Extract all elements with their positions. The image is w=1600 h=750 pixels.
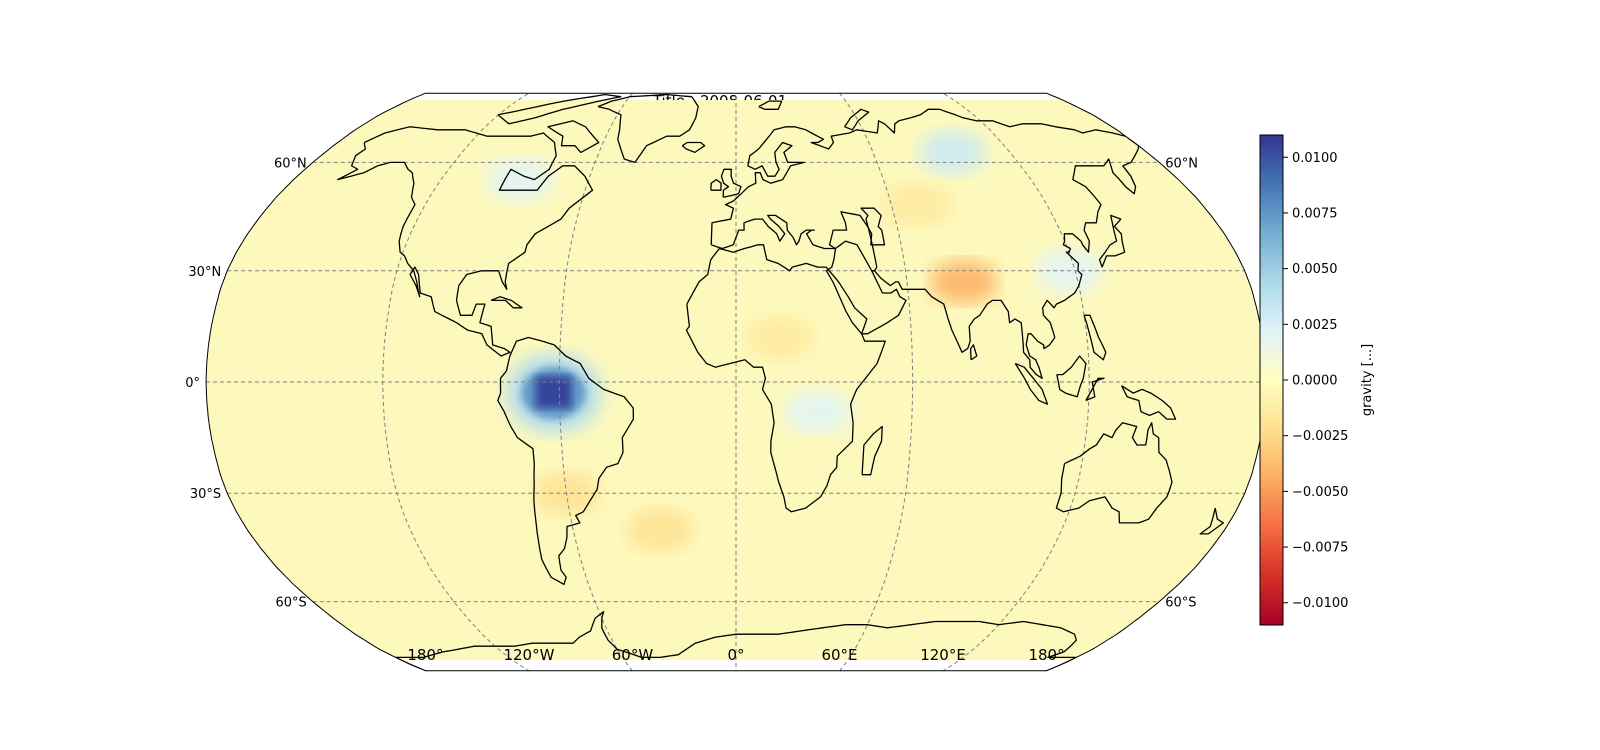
coastline-sumatra: [1014, 362, 1049, 405]
meridian-line: [558, 93, 643, 671]
gridlines: [206, 93, 1266, 671]
colorbar-tick-label: −0.0050: [1292, 485, 1348, 500]
lat-labels-left: 60°N 30°N 0° 30°S 60°S: [185, 156, 307, 610]
coastline-arctic-archipelago: [497, 93, 622, 125]
coastline-novaya-zemlya: [844, 108, 870, 131]
lon-label: 180°: [407, 646, 443, 664]
colorbar-tick-label: 0.0050: [1292, 262, 1338, 277]
anomaly-blob: [626, 508, 695, 553]
coastline-australia: [1055, 422, 1173, 524]
colorbar-bar: [1259, 134, 1284, 626]
coastline-iceland: [681, 141, 706, 154]
lat-label-left: 30°N: [188, 265, 221, 280]
anomaly-blob: [745, 315, 814, 360]
coastline-great-britain: [720, 168, 742, 198]
lon-label: 180°: [1028, 646, 1064, 664]
lat-label-left: 30°S: [190, 487, 221, 502]
coastline-svalbard: [758, 100, 783, 110]
anomaly-blob: [929, 259, 998, 304]
colorbar-tick-label: −0.0025: [1292, 429, 1348, 444]
map-area: [206, 93, 1266, 671]
coastline-borneo: [1056, 355, 1087, 398]
colorbar-tick-label: 0.0075: [1292, 206, 1338, 221]
coastline-south-america: [497, 336, 635, 586]
anomaly-blob: [883, 182, 952, 227]
coastline-eurasia-north: [710, 108, 1140, 379]
colorbar-ticks: 0.0100 0.0075 0.0050 0.0025 0.0000 −0.0025 −0.…: [1283, 151, 1348, 611]
coastline-madagascar: [861, 425, 883, 476]
anomaly-blob: [485, 157, 554, 202]
coastline-sulawesi: [1085, 377, 1105, 402]
lat-label-right: 60°N: [1165, 156, 1198, 171]
lon-labels: 180° 120°W 60°W 0° 60°E 120°E 180°: [407, 646, 1064, 664]
colorbar: 0.0100 0.0075 0.0050 0.0025 0.0000 −0.0025 −0.…: [1259, 134, 1375, 626]
lon-label: 60°W: [612, 646, 654, 664]
coastline-greenland: [597, 93, 699, 164]
coastline-japan: [1098, 214, 1126, 268]
lon-label: 0°: [727, 646, 744, 664]
meridian-line: [829, 93, 914, 671]
coastline-baffin: [547, 120, 600, 154]
anomaly-core: [535, 376, 572, 409]
lat-label-left: 0°: [185, 376, 200, 391]
coastline-cuba: [490, 296, 523, 309]
anomaly-blob: [784, 389, 853, 434]
coastline-sri-lanka: [969, 344, 978, 361]
colorbar-tick-label: −0.0100: [1292, 596, 1348, 611]
coastline-new-zealand: [1199, 507, 1225, 535]
colorbar-tick-label: 0.0000: [1292, 374, 1338, 389]
colorbar-tick-label: −0.0075: [1292, 541, 1348, 556]
lat-labels-right: 60°N 60°S: [1165, 156, 1198, 610]
coastline-ireland: [710, 178, 722, 191]
meridian-line: [382, 93, 549, 671]
colorbar-label: gravity [...]: [1360, 344, 1375, 416]
coastline-philippines: [1083, 314, 1107, 361]
meridian-line: [923, 93, 1090, 671]
lon-label: 120°E: [920, 646, 966, 664]
coastline-antarctica: [395, 610, 1077, 671]
lon-label: 60°E: [821, 646, 857, 664]
colorbar-tick-label: 0.0100: [1292, 151, 1338, 166]
lat-label-left: 60°S: [275, 596, 306, 611]
lat-label-left: 60°N: [274, 156, 307, 171]
ocean-background: [206, 100, 1260, 660]
coastline-afro-eurasia: [685, 207, 907, 513]
colorbar-tick-label: 0.0025: [1292, 318, 1338, 333]
coastline-new-guinea: [1121, 385, 1177, 420]
lat-label-right: 60°S: [1165, 596, 1196, 611]
coastline-north-america: [337, 126, 594, 357]
lon-label: 120°W: [503, 646, 554, 664]
anomaly-blob: [918, 130, 987, 175]
coastlines: [337, 93, 1225, 671]
